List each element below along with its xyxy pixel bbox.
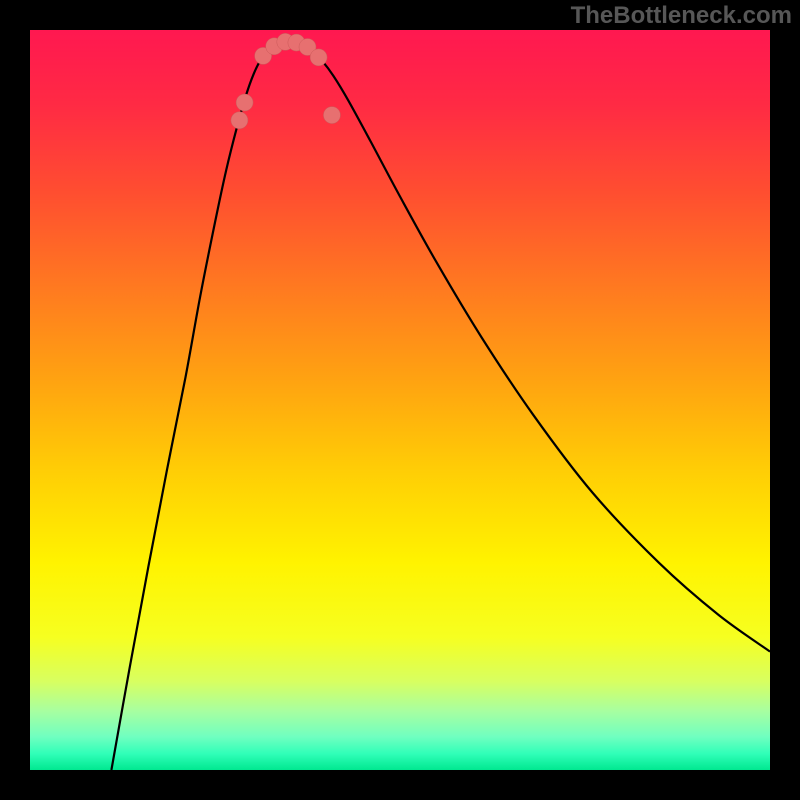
data-marker [231, 112, 248, 129]
data-marker [310, 49, 327, 66]
chart-container: TheBottleneck.com [0, 0, 800, 800]
data-marker [236, 94, 253, 111]
bottleneck-chart [0, 0, 800, 800]
plot-background [30, 30, 770, 770]
data-marker [323, 107, 340, 124]
